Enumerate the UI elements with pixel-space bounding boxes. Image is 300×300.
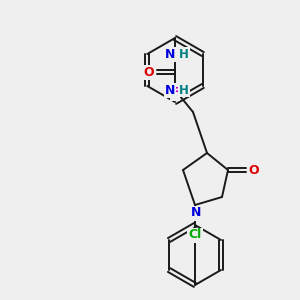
Text: F: F [171, 86, 179, 100]
Text: N: N [191, 206, 201, 220]
Text: H: H [179, 83, 189, 97]
Text: N: N [165, 47, 175, 61]
Text: Cl: Cl [188, 229, 202, 242]
Text: N: N [165, 83, 175, 97]
Text: H: H [179, 47, 189, 61]
Text: O: O [249, 164, 259, 176]
Text: O: O [144, 65, 154, 79]
